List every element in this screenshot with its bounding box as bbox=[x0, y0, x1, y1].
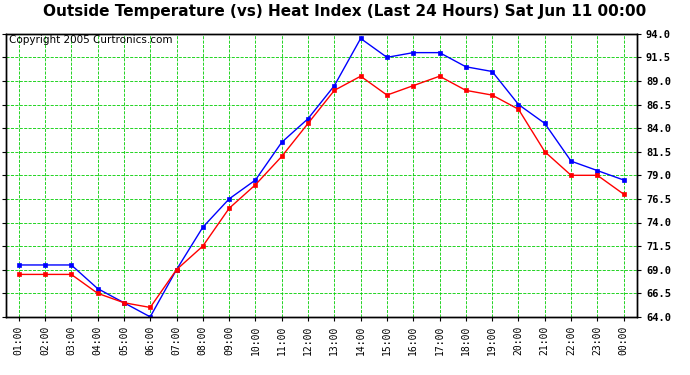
Text: Copyright 2005 Curtronics.com: Copyright 2005 Curtronics.com bbox=[9, 35, 172, 45]
Text: Outside Temperature (vs) Heat Index (Last 24 Hours) Sat Jun 11 00:00: Outside Temperature (vs) Heat Index (Las… bbox=[43, 4, 647, 19]
